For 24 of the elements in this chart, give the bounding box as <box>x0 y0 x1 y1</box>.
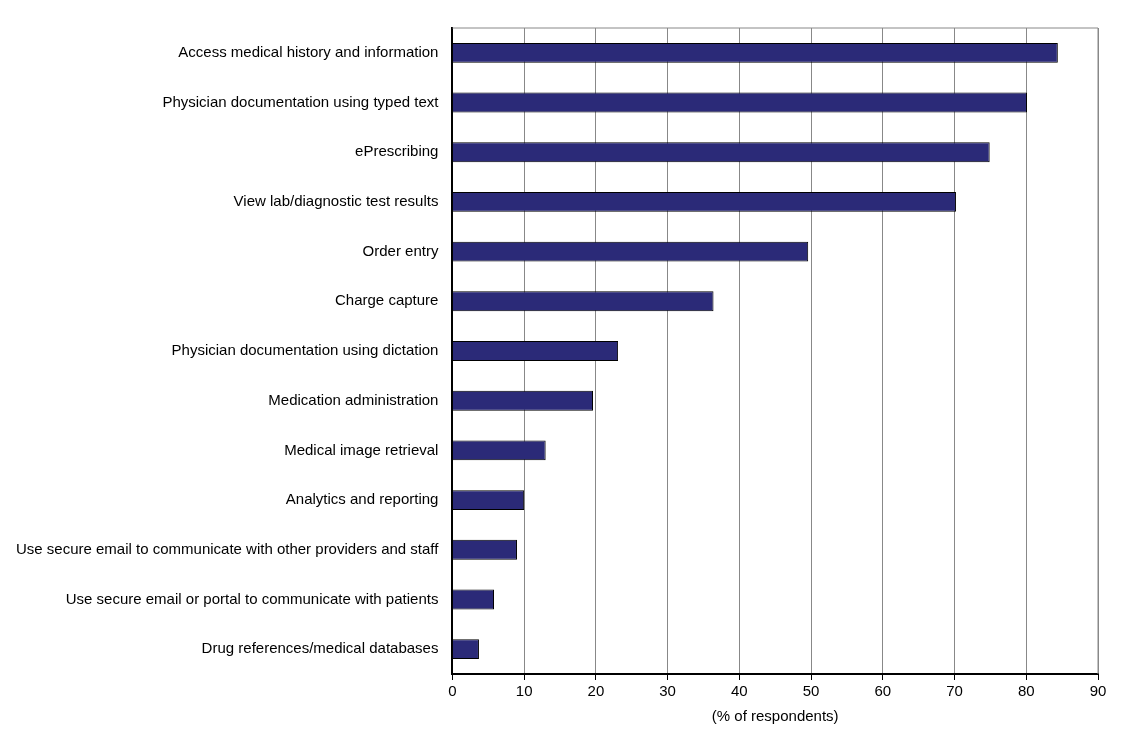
x-tick-label: 0 <box>448 682 457 700</box>
y-tick-label: View lab/diagnostic test results <box>233 192 439 210</box>
x-tick-label: 90 <box>1089 682 1107 700</box>
x-axis-title: (% of respondents) <box>711 707 839 725</box>
x-tick-label: 80 <box>1017 682 1035 700</box>
x-tick-label: 20 <box>587 682 605 700</box>
y-tick-label: Medication administration <box>268 390 439 408</box>
y-tick-label: Use secure email to communicate with other providers and staff <box>16 539 440 557</box>
x-tick-label: 60 <box>874 682 892 700</box>
x-tick-label: 40 <box>731 682 748 700</box>
y-tick-label: Charge capture <box>335 291 439 309</box>
x-tick-label: 50 <box>802 682 820 700</box>
x-tick-label: 10 <box>515 682 533 700</box>
y-tick-label: Physician documentation using dictation <box>171 341 439 359</box>
y-tick-label: Drug references/medical databases <box>201 639 439 657</box>
y-tick-label: Analytics and reporting <box>285 490 439 508</box>
x-tick-label: 70 <box>946 682 963 700</box>
y-tick-label: Order entry <box>362 241 439 259</box>
y-tick-label: Access medical history and information <box>178 42 439 60</box>
y-tick-label: Physician documentation using typed text <box>162 92 440 110</box>
y-tick-label: Use secure email or portal to communicate with patients <box>65 589 439 607</box>
y-tick-label: ePrescribing <box>355 142 439 160</box>
y-tick-label: Medical image retrieval <box>284 440 439 458</box>
x-tick-label: 30 <box>659 682 676 700</box>
